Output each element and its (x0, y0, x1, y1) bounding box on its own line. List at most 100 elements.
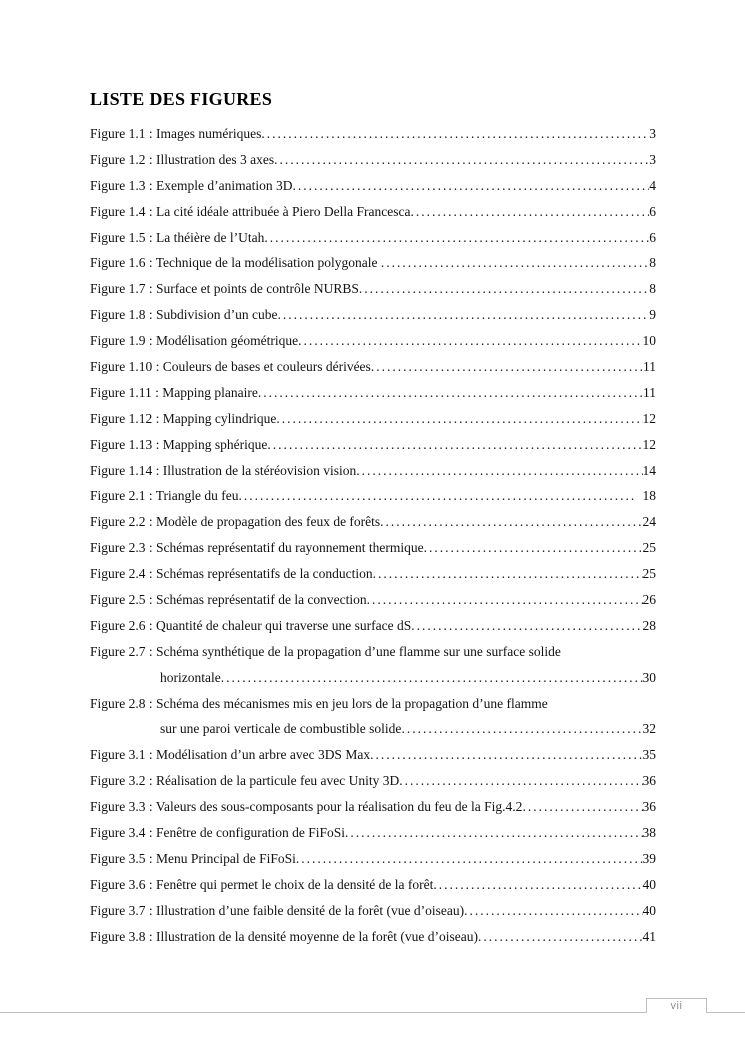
dot-leader: ........................................… (292, 177, 649, 193)
figure-entry: Figure 1.8 : Subdivision d’un cube......… (90, 302, 656, 328)
figure-entry-label: Figure 1.14 : Illustration de la stéréov… (90, 462, 357, 478)
figure-entry-page: 12 (642, 410, 657, 426)
figure-entry-page: 8 (649, 281, 656, 297)
figure-entry: Figure 2.6 : Quantité de chaleur qui tra… (90, 613, 656, 639)
figure-entry-label: Figure 1.8 : Subdivision d’un cube (90, 307, 278, 323)
dot-leader: ........................................… (257, 384, 643, 400)
figure-entry-label: Figure 2.1 : Triangle du feu (90, 488, 239, 504)
dot-leader: ........................................… (276, 410, 642, 426)
figure-entry: Figure 3.3 : Valeurs des sous-composants… (90, 794, 656, 820)
figure-entry-label: Figure 2.3 : Schémas représentatif du ra… (90, 540, 424, 556)
dot-leader: ........................................… (522, 799, 642, 815)
figure-entry: Figure 1.9 : Modélisation géométrique...… (90, 328, 656, 354)
figure-entry-label: Figure 1.11 : Mapping planaire (90, 384, 258, 400)
figure-entry-page: 3 (649, 126, 656, 141)
figure-entry-page: 35 (642, 747, 657, 763)
figure-entry-label: sur une paroi verticale de combustible s… (160, 721, 402, 737)
figure-entry: Figure 1.5 : La théière de l’Utah.......… (90, 225, 656, 251)
figure-entry-label: Figure 3.8 : Illustration de la densité … (90, 928, 479, 944)
figure-entry-page: 11 (643, 359, 656, 375)
figure-entry-label: Figure 3.2 : Réalisation de la particule… (90, 773, 400, 789)
figure-entry: Figure 3.6 : Fenêtre qui permet le choix… (90, 872, 656, 898)
figure-entry: Figure 1.2 : Illustration des 3 axes....… (90, 147, 656, 173)
dot-leader: ........................................… (464, 902, 642, 918)
figure-entry-page: 36 (642, 773, 657, 789)
figure-entry-label: Figure 2.6 : Quantité de chaleur qui tra… (90, 617, 412, 633)
figure-entry: Figure 3.1 : Modélisation d’un arbre ave… (90, 742, 656, 768)
dot-leader: ........................................… (401, 721, 643, 737)
dot-leader: ........................................… (238, 488, 636, 504)
figure-entry-label: Figure 1.3 : Exemple d’animation 3D (90, 177, 293, 193)
figure-entry: Figure 2.5 : Schémas représentatif de la… (90, 587, 656, 613)
figure-entry-label: Figure 2.8 : Schéma des mécanismes mis e… (90, 695, 548, 711)
dot-leader: ........................................… (264, 229, 649, 245)
figure-entry: Figure 1.7 : Surface et points de contrô… (90, 276, 656, 302)
dot-leader: ........................................… (370, 747, 642, 763)
dot-leader: ........................................… (380, 255, 650, 271)
figure-entry-page: 39 (642, 850, 657, 866)
figure-entry-label: Figure 1.4 : La cité idéale attribuée à … (90, 203, 411, 219)
figure-entry-label: Figure 1.13 : Mapping sphérique (90, 436, 268, 452)
figure-entry-label: Figure 1.6 : Technique de la modélisatio… (90, 255, 381, 271)
figure-entry-page: 26 (642, 592, 657, 608)
figure-entry: Figure 3.7 : Illustration d’une faible d… (90, 898, 656, 924)
figure-entry-page: 25 (642, 566, 657, 582)
dot-leader: ........................................… (372, 566, 643, 582)
figure-entry: Figure 2.8 : Schéma des mécanismes mis e… (90, 691, 656, 717)
figure-entry-page: 25 (642, 540, 657, 556)
dot-leader: ........................................… (478, 928, 642, 944)
figure-entry: Figure 1.4 : La cité idéale attribuée à … (90, 199, 656, 225)
dot-leader: ........................................… (411, 617, 643, 633)
dot-leader: ........................................… (220, 669, 643, 685)
figure-entry: Figure 1.1 : Images numériques..........… (90, 121, 656, 147)
figure-entry: Figure 2.7 : Schéma synthétique de la pr… (90, 639, 656, 665)
dot-leader: ........................................… (366, 592, 643, 608)
dot-leader: ........................................… (356, 462, 642, 478)
figure-entry: Figure 1.14 : Illustration de la stéréov… (90, 458, 656, 484)
figure-entry: Figure 2.1 : Triangle du feu............… (90, 483, 656, 509)
figure-entry-page: 41 (642, 928, 657, 944)
page-number: vii (670, 1000, 683, 1012)
figure-entry-label: Figure 1.1 : Images numériques (90, 126, 262, 141)
figure-entry: Figure 2.3 : Schémas représentatif du ra… (90, 535, 656, 561)
figure-entry-label: Figure 1.9 : Modélisation géométrique (90, 333, 299, 349)
figure-entry-label: Figure 2.7 : Schéma synthétique de la pr… (90, 643, 561, 659)
dot-leader: ........................................… (298, 333, 643, 349)
dot-leader: ........................................… (370, 359, 643, 375)
dot-leader: ........................................… (433, 876, 643, 892)
figure-entry: Figure 3.8 : Illustration de la densité … (90, 924, 656, 950)
figure-entry: Figure 2.2 : Modèle de propagation des f… (90, 509, 656, 535)
figure-entry: Figure 2.4 : Schémas représentatifs de l… (90, 561, 656, 587)
figures-list: Figure 1.1 : Images numériques..........… (90, 121, 656, 950)
footer-rule (0, 1012, 745, 1013)
dot-leader: ........................................… (358, 281, 650, 297)
dot-leader: ........................................… (261, 126, 650, 141)
figure-entry-label: Figure 2.5 : Schémas représentatif de la… (90, 592, 367, 608)
figure-entry-page: 4 (649, 177, 656, 193)
figure-entry-label: Figure 3.3 : Valeurs des sous-composants… (90, 799, 523, 815)
dot-leader: ........................................… (277, 307, 650, 323)
figure-entry-page: 36 (642, 799, 657, 815)
figure-entry-page: 11 (643, 384, 656, 400)
dot-leader: ........................................… (267, 436, 643, 452)
figure-entry: Figure 1.12 : Mapping cylindrique.......… (90, 406, 656, 432)
figure-entry-page: 9 (649, 307, 656, 323)
dot-leader: ........................................… (344, 825, 643, 841)
figure-entry-label: Figure 3.6 : Fenêtre qui permet le choix… (90, 876, 434, 892)
figure-entry: horizontale.............................… (90, 665, 656, 691)
dot-leader: ........................................… (274, 151, 650, 167)
dot-leader: ........................................… (423, 540, 643, 556)
figure-entry-page: 38 (642, 825, 657, 841)
figure-entry: Figure 1.3 : Exemple d’animation 3D.....… (90, 173, 656, 199)
figure-entry: Figure 3.2 : Réalisation de la particule… (90, 768, 656, 794)
figure-entry-page: 10 (642, 333, 657, 349)
figure-entry-label: Figure 1.5 : La théière de l’Utah (90, 229, 265, 245)
figure-entry-page: 24 (642, 514, 657, 530)
figure-entry-page: 40 (642, 902, 657, 918)
figure-entry-label: Figure 3.4 : Fenêtre de configuration de… (90, 825, 345, 841)
figure-entry: Figure 1.10 : Couleurs de bases et coule… (90, 354, 656, 380)
figure-entry-page: 18 (635, 488, 657, 504)
page-title: LISTE DES FIGURES (90, 89, 273, 109)
figure-entry: Figure 3.5 : Menu Principal de FiFoSi...… (90, 846, 656, 872)
